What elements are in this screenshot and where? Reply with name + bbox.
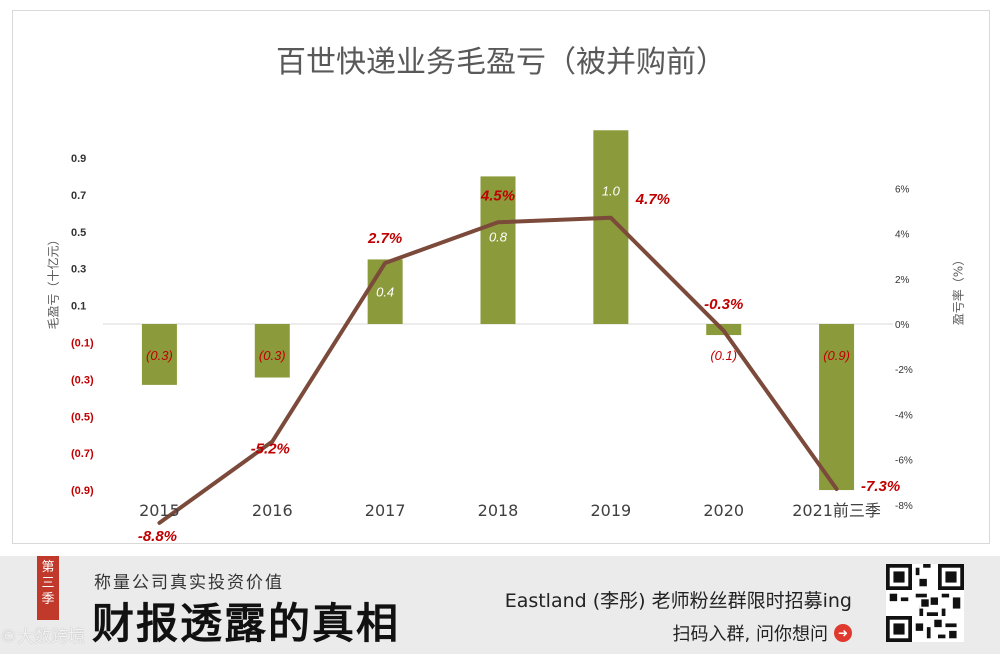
x-tick-label: 2019 bbox=[590, 501, 631, 520]
x-tick-label: 2015 bbox=[139, 501, 180, 520]
promo-banner: 第三季 称量公司真实投资价值 财报透露的真相 ©大数跨境 Eastland (李… bbox=[0, 556, 1000, 654]
qr-code-icon[interactable] bbox=[886, 564, 964, 642]
y-axis-left-title: 毛盈亏（十亿元） bbox=[46, 233, 61, 330]
season-tag: 第三季 bbox=[37, 556, 59, 620]
watermark: ©大数跨境 bbox=[0, 627, 85, 647]
line-data-label: -0.3% bbox=[704, 296, 743, 313]
bar bbox=[141, 324, 177, 385]
bar-data-label: (0.9) bbox=[823, 348, 850, 363]
bar-data-label: 1.0 bbox=[602, 183, 621, 198]
y-axis-right-title: 盈亏率（%） bbox=[951, 253, 966, 326]
line-data-label: -7.3% bbox=[861, 478, 900, 495]
bar-data-label: 0.8 bbox=[489, 229, 508, 244]
y-left-tick-label: 0.3 bbox=[71, 264, 86, 276]
bar bbox=[367, 259, 403, 324]
x-tick-label: 2018 bbox=[478, 501, 519, 520]
y-left-tick-label: (0.9) bbox=[71, 485, 94, 497]
arrow-right-circle-icon: ➜ bbox=[834, 624, 852, 642]
cta-link[interactable]: 扫码入群, 问你想问 ➜ bbox=[673, 620, 852, 646]
chart-svg: 0.9 0.7 0.5 0.3 0.1 (0.1) (0.3) (0.5) (0.7) (0.9)… bbox=[71, 130, 913, 543]
bar-data-label: (0.1) bbox=[710, 348, 737, 363]
y-right-tick-label: -4% bbox=[895, 410, 913, 421]
cta-text: 扫码入群, 问你想问 bbox=[672, 624, 828, 645]
y-left-tick-label: (0.7) bbox=[71, 448, 94, 460]
x-tick-label: 2020 bbox=[703, 501, 744, 520]
x-tick-label: 2017 bbox=[365, 501, 406, 520]
line-data-label: 4.7% bbox=[635, 191, 670, 208]
bar-data-label: (0.3) bbox=[146, 348, 173, 363]
y-left-tick-label: (0.5) bbox=[71, 411, 94, 423]
y-left-tick-label: 0.9 bbox=[71, 153, 86, 165]
line-data-label: -8.8% bbox=[138, 528, 177, 543]
y-right-tick-label: -6% bbox=[895, 456, 913, 467]
bar bbox=[480, 176, 516, 324]
line-data-label: -5.2% bbox=[251, 441, 290, 458]
chart-title: 百世快递业务毛盈亏（被并购前） bbox=[276, 45, 726, 80]
x-tick-label: 2016 bbox=[252, 501, 293, 520]
y-left-tick-label: 0.7 bbox=[71, 190, 86, 202]
y-right-tick-label: -2% bbox=[895, 365, 913, 376]
y-right-tick-label: 4% bbox=[895, 230, 910, 241]
chart-frame: 百世快递业务毛盈亏（被并购前） 0.9 0.7 0.5 0.3 0.1 (0.1) (0.3… bbox=[12, 10, 990, 544]
line-data-label: 2.7% bbox=[367, 230, 402, 247]
y-right-tick-label: 2% bbox=[895, 275, 910, 286]
bar-data-label: (0.3) bbox=[259, 348, 286, 363]
line-series bbox=[157, 215, 839, 525]
y-left-tick-label: 0.5 bbox=[71, 227, 86, 239]
brand-title: 财报透露的真相 bbox=[92, 599, 401, 648]
x-tick-label: 2021前三季 bbox=[792, 501, 881, 520]
y-left-tick-label: (0.1) bbox=[71, 337, 94, 349]
line-data-label: 4.5% bbox=[480, 187, 515, 204]
bar bbox=[254, 324, 290, 378]
slogan-text: 称量公司真实投资价值 bbox=[94, 573, 284, 593]
y-left-tick-label: (0.3) bbox=[71, 374, 94, 386]
y-right-tick-label: -8% bbox=[895, 501, 913, 512]
bar bbox=[593, 130, 629, 324]
y-right-tick-label: 6% bbox=[895, 184, 910, 195]
bar-data-label: 0.4 bbox=[376, 285, 394, 300]
bar bbox=[819, 324, 855, 491]
recruit-text: Eastland (李彤) 老师粉丝群限时招募ing bbox=[504, 590, 852, 612]
y-right-tick-label: 0% bbox=[895, 320, 910, 331]
y-left-tick-label: 0.1 bbox=[71, 301, 86, 313]
